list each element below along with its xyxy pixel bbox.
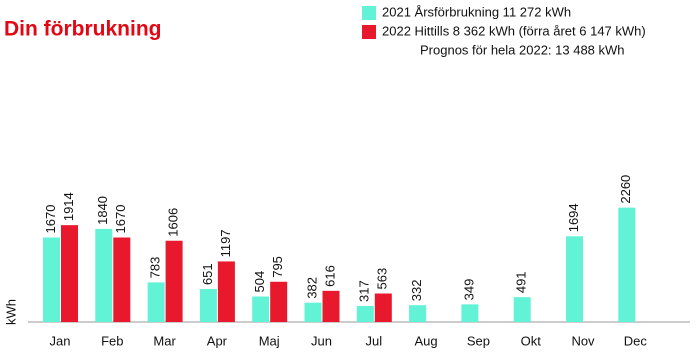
bar (461, 304, 479, 322)
value-label: 616 (322, 265, 337, 287)
x-tick-label: Mar (153, 333, 176, 348)
legend-label: 2021 Årsförbrukning 11 272 kWh (382, 4, 571, 19)
bar (322, 290, 340, 322)
bar (356, 305, 374, 322)
value-label: 349 (461, 279, 476, 301)
legend-swatch (362, 6, 376, 20)
value-label: 1606 (166, 208, 181, 237)
value-label: 1670 (113, 205, 128, 234)
x-tick-label: Okt (521, 333, 542, 348)
legend-label: 2022 Hittills 8 362 kWh (förra året 6 14… (382, 23, 646, 38)
value-label: 1914 (61, 192, 76, 221)
bar (165, 240, 183, 322)
value-label: 563 (375, 268, 390, 290)
bar (566, 236, 583, 322)
bar (43, 237, 60, 322)
x-tick-label: Feb (101, 333, 123, 348)
value-label: 2260 (618, 175, 633, 204)
value-label: 651 (200, 263, 215, 285)
value-label: 1840 (95, 196, 110, 225)
x-tick-label: Jun (311, 333, 332, 348)
bar (252, 296, 270, 322)
bar (61, 225, 78, 322)
x-tick-label: Jul (365, 333, 382, 348)
value-label: 1670 (43, 205, 58, 234)
bar (618, 207, 636, 322)
value-label: 1694 (566, 203, 581, 232)
bar (513, 297, 531, 322)
value-label: 382 (304, 277, 319, 299)
bar (199, 289, 217, 322)
x-tick-label: Jan (50, 333, 71, 348)
value-label: 795 (270, 256, 285, 278)
bar (374, 293, 392, 322)
value-label: 491 (514, 271, 529, 293)
chart-title: Din förbrukning (4, 18, 161, 41)
x-tick-label: Dec (624, 333, 648, 348)
legend-note: Prognos för hela 2022: 13 488 kWh (420, 42, 625, 57)
bar (304, 302, 322, 322)
bar (95, 228, 113, 322)
x-tick-label: Nov (571, 333, 595, 348)
x-tick-label: Aug (415, 333, 438, 348)
bar (270, 281, 288, 322)
x-tick-label: Apr (207, 333, 228, 348)
value-label: 783 (148, 257, 163, 279)
value-label: 332 (409, 279, 424, 301)
bar (147, 282, 165, 322)
x-tick-label: Sep (467, 333, 490, 348)
value-label: 317 (357, 280, 372, 302)
value-label: 504 (252, 271, 267, 293)
value-label: 1197 (218, 229, 233, 257)
y-axis-label: kWh (3, 299, 18, 325)
legend-swatch (362, 25, 376, 39)
bar (409, 305, 427, 322)
bar (113, 237, 131, 322)
x-tick-label: Maj (259, 333, 280, 348)
bar (217, 261, 235, 322)
